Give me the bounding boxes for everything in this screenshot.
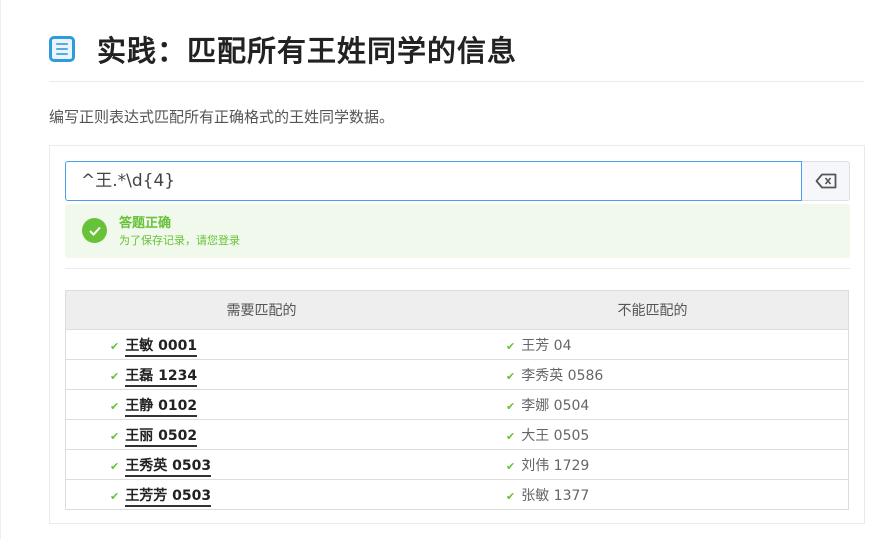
check-icon: ✔ <box>110 339 120 353</box>
column-header-match: 需要匹配的 <box>65 290 457 330</box>
unmatched-text: 王芳 04 <box>521 337 572 354</box>
nomatch-cell: ✔ 刘伟 1729 <box>457 449 849 480</box>
success-alert: 答题正确 为了保存记录，请您登录 <box>65 204 850 258</box>
unmatched-text: 张敏 1377 <box>521 487 590 504</box>
check-icon: ✔ <box>506 429 516 443</box>
match-cell: ✔ 王敏 0001 <box>65 329 457 360</box>
check-icon: ✔ <box>110 399 120 413</box>
unmatched-text: 李娜 0504 <box>521 397 590 414</box>
match-cell: ✔ 王秀英 0503 <box>65 449 457 480</box>
backspace-clear-icon <box>815 173 836 189</box>
match-cell: ✔ 王芳芳 0503 <box>65 479 457 510</box>
clear-button[interactable] <box>802 161 850 201</box>
alert-subtitle: 为了保存记录，请您登录 <box>119 234 240 247</box>
nomatch-cell: ✔ 大王 0505 <box>457 419 849 450</box>
unmatched-text: 李秀英 0586 <box>521 367 604 384</box>
check-icon: ✔ <box>110 459 120 473</box>
check-icon: ✔ <box>110 369 120 383</box>
divider <box>65 268 850 269</box>
check-icon: ✔ <box>506 459 516 473</box>
nomatch-cell: ✔ 李秀英 0586 <box>457 359 849 390</box>
test-cases-table: 需要匹配的 不能匹配的 ✔ 王敏 0001 ✔ 王芳 04 ✔ 王磊 1234 ✔ 李秀英 0… <box>65 290 849 510</box>
check-circle-icon <box>82 218 107 243</box>
matched-text: 王磊 1234 <box>125 367 198 387</box>
page-header: 实践：匹配所有王姓同学的信息 <box>49 28 517 70</box>
check-icon: ✔ <box>506 399 516 413</box>
regex-input[interactable]: ^王.*\d{4} <box>65 161 802 201</box>
exercise-panel: ^王.*\d{4} 答题正确 为了保存记录，请您登录 需要匹配的 不能匹配的 ✔… <box>49 145 865 524</box>
task-description: 编写正则表达式匹配所有正确格式的王姓同学数据。 <box>49 108 395 126</box>
check-icon: ✔ <box>110 489 120 503</box>
check-icon: ✔ <box>506 339 516 353</box>
check-icon: ✔ <box>110 429 120 443</box>
nomatch-cell: ✔ 王芳 04 <box>457 329 849 360</box>
nomatch-cell: ✔ 李娜 0504 <box>457 389 849 420</box>
matched-text: 王秀英 0503 <box>125 457 212 477</box>
check-icon: ✔ <box>506 369 516 383</box>
table-row: ✔ 王丽 0502 ✔ 大王 0505 <box>65 419 849 450</box>
unmatched-text: 刘伟 1729 <box>521 457 590 474</box>
matched-text: 王丽 0502 <box>125 427 198 447</box>
matched-text: 王静 0102 <box>125 397 198 417</box>
table-row: ✔ 王静 0102 ✔ 李娜 0504 <box>65 389 849 420</box>
matched-text: 王芳芳 0503 <box>125 487 212 507</box>
divider <box>49 81 864 82</box>
table-row: ✔ 王秀英 0503 ✔ 刘伟 1729 <box>65 449 849 480</box>
check-icon: ✔ <box>506 489 516 503</box>
table-row: ✔ 王敏 0001 ✔ 王芳 04 <box>65 329 849 360</box>
page-title: 实践：匹配所有王姓同学的信息 <box>97 34 518 68</box>
column-header-nomatch: 不能匹配的 <box>457 290 849 330</box>
table-row: ✔ 王芳芳 0503 ✔ 张敏 1377 <box>65 479 849 510</box>
regex-input-group: ^王.*\d{4} <box>65 161 850 201</box>
match-cell: ✔ 王静 0102 <box>65 389 457 420</box>
unmatched-text: 大王 0505 <box>521 427 590 444</box>
alert-title: 答题正确 <box>119 216 172 231</box>
document-list-icon <box>49 36 75 62</box>
nomatch-cell: ✔ 张敏 1377 <box>457 479 849 510</box>
match-cell: ✔ 王丽 0502 <box>65 419 457 450</box>
table-row: ✔ 王磊 1234 ✔ 李秀英 0586 <box>65 359 849 390</box>
match-cell: ✔ 王磊 1234 <box>65 359 457 390</box>
matched-text: 王敏 0001 <box>125 337 198 357</box>
